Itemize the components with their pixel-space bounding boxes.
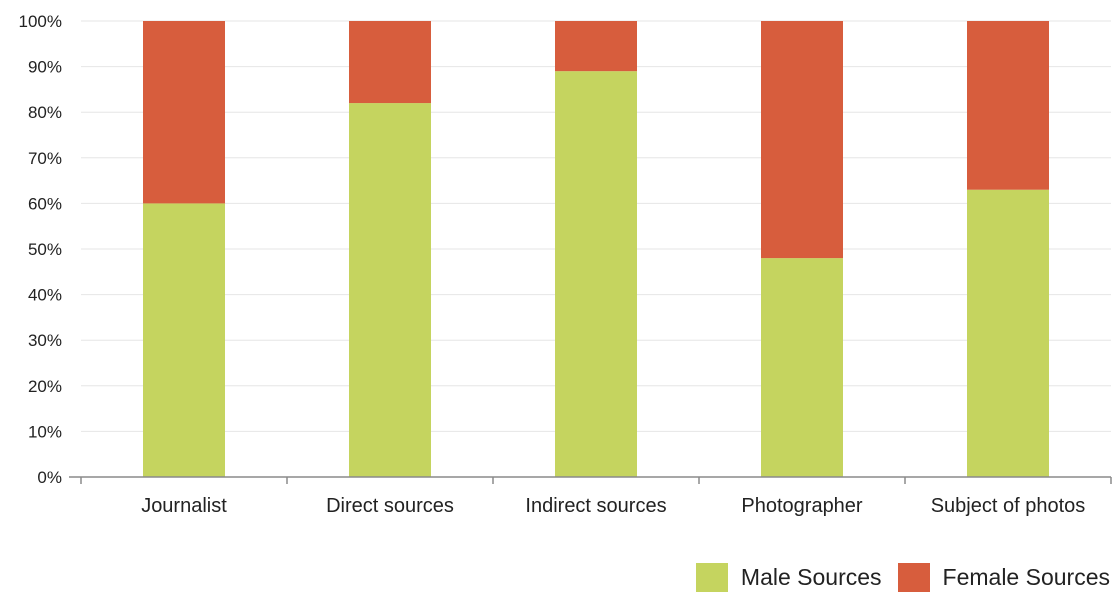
bar-female-indirect-sources <box>555 21 637 72</box>
bar-male-direct-sources <box>349 103 431 477</box>
y-tick-label: 40% <box>28 286 62 305</box>
y-tick-label: 30% <box>28 331 62 350</box>
category-label: Direct sources <box>326 495 454 517</box>
y-tick-label: 50% <box>28 240 62 259</box>
bars <box>143 21 1049 477</box>
bar-male-photographer <box>761 258 843 477</box>
bar-female-journalist <box>143 21 225 204</box>
legend-label-male: Male Sources <box>740 564 882 590</box>
y-tick-label: 0% <box>37 468 62 487</box>
bar-female-photographer <box>761 21 843 259</box>
x-axis-ticks <box>80 477 1112 484</box>
legend-swatch-male <box>695 563 728 592</box>
y-tick-label: 60% <box>28 194 62 213</box>
legend-swatch-female <box>897 563 930 592</box>
y-tick-label: 20% <box>28 377 62 396</box>
category-label: Journalist <box>141 495 227 517</box>
y-tick-label: 70% <box>28 149 62 168</box>
category-label: Subject of photos <box>931 495 1086 517</box>
category-labels: Journalist Direct sources Indirect sources… <box>141 495 1085 517</box>
y-axis-ticks: 0% 10% 20% 30% 40% 50% 60% 70% 80% 90% 100% <box>19 12 62 487</box>
legend-label-female: Female Sources <box>942 564 1110 590</box>
stacked-bar-chart: 0% 10% 20% 30% 40% 50% 60% 70% 80% 90% 100% Journa… <box>19 12 1112 517</box>
bar-male-indirect-sources <box>555 71 637 477</box>
bar-female-subject-of-photos <box>967 21 1049 190</box>
bar-female-direct-sources <box>349 21 431 104</box>
legend-item-female: Female Sources <box>897 563 1110 592</box>
legend-item-male: Male Sources <box>695 563 882 592</box>
legend: Male Sources Female Sources <box>680 563 1110 592</box>
category-label: Indirect sources <box>525 495 666 517</box>
category-label: Photographer <box>741 495 863 517</box>
y-tick-label: 80% <box>28 103 62 122</box>
bar-male-subject-of-photos <box>967 189 1049 477</box>
y-tick-label: 100% <box>19 12 62 31</box>
bar-male-journalist <box>143 203 225 477</box>
y-tick-label: 90% <box>28 58 62 77</box>
y-tick-label: 10% <box>28 422 62 441</box>
